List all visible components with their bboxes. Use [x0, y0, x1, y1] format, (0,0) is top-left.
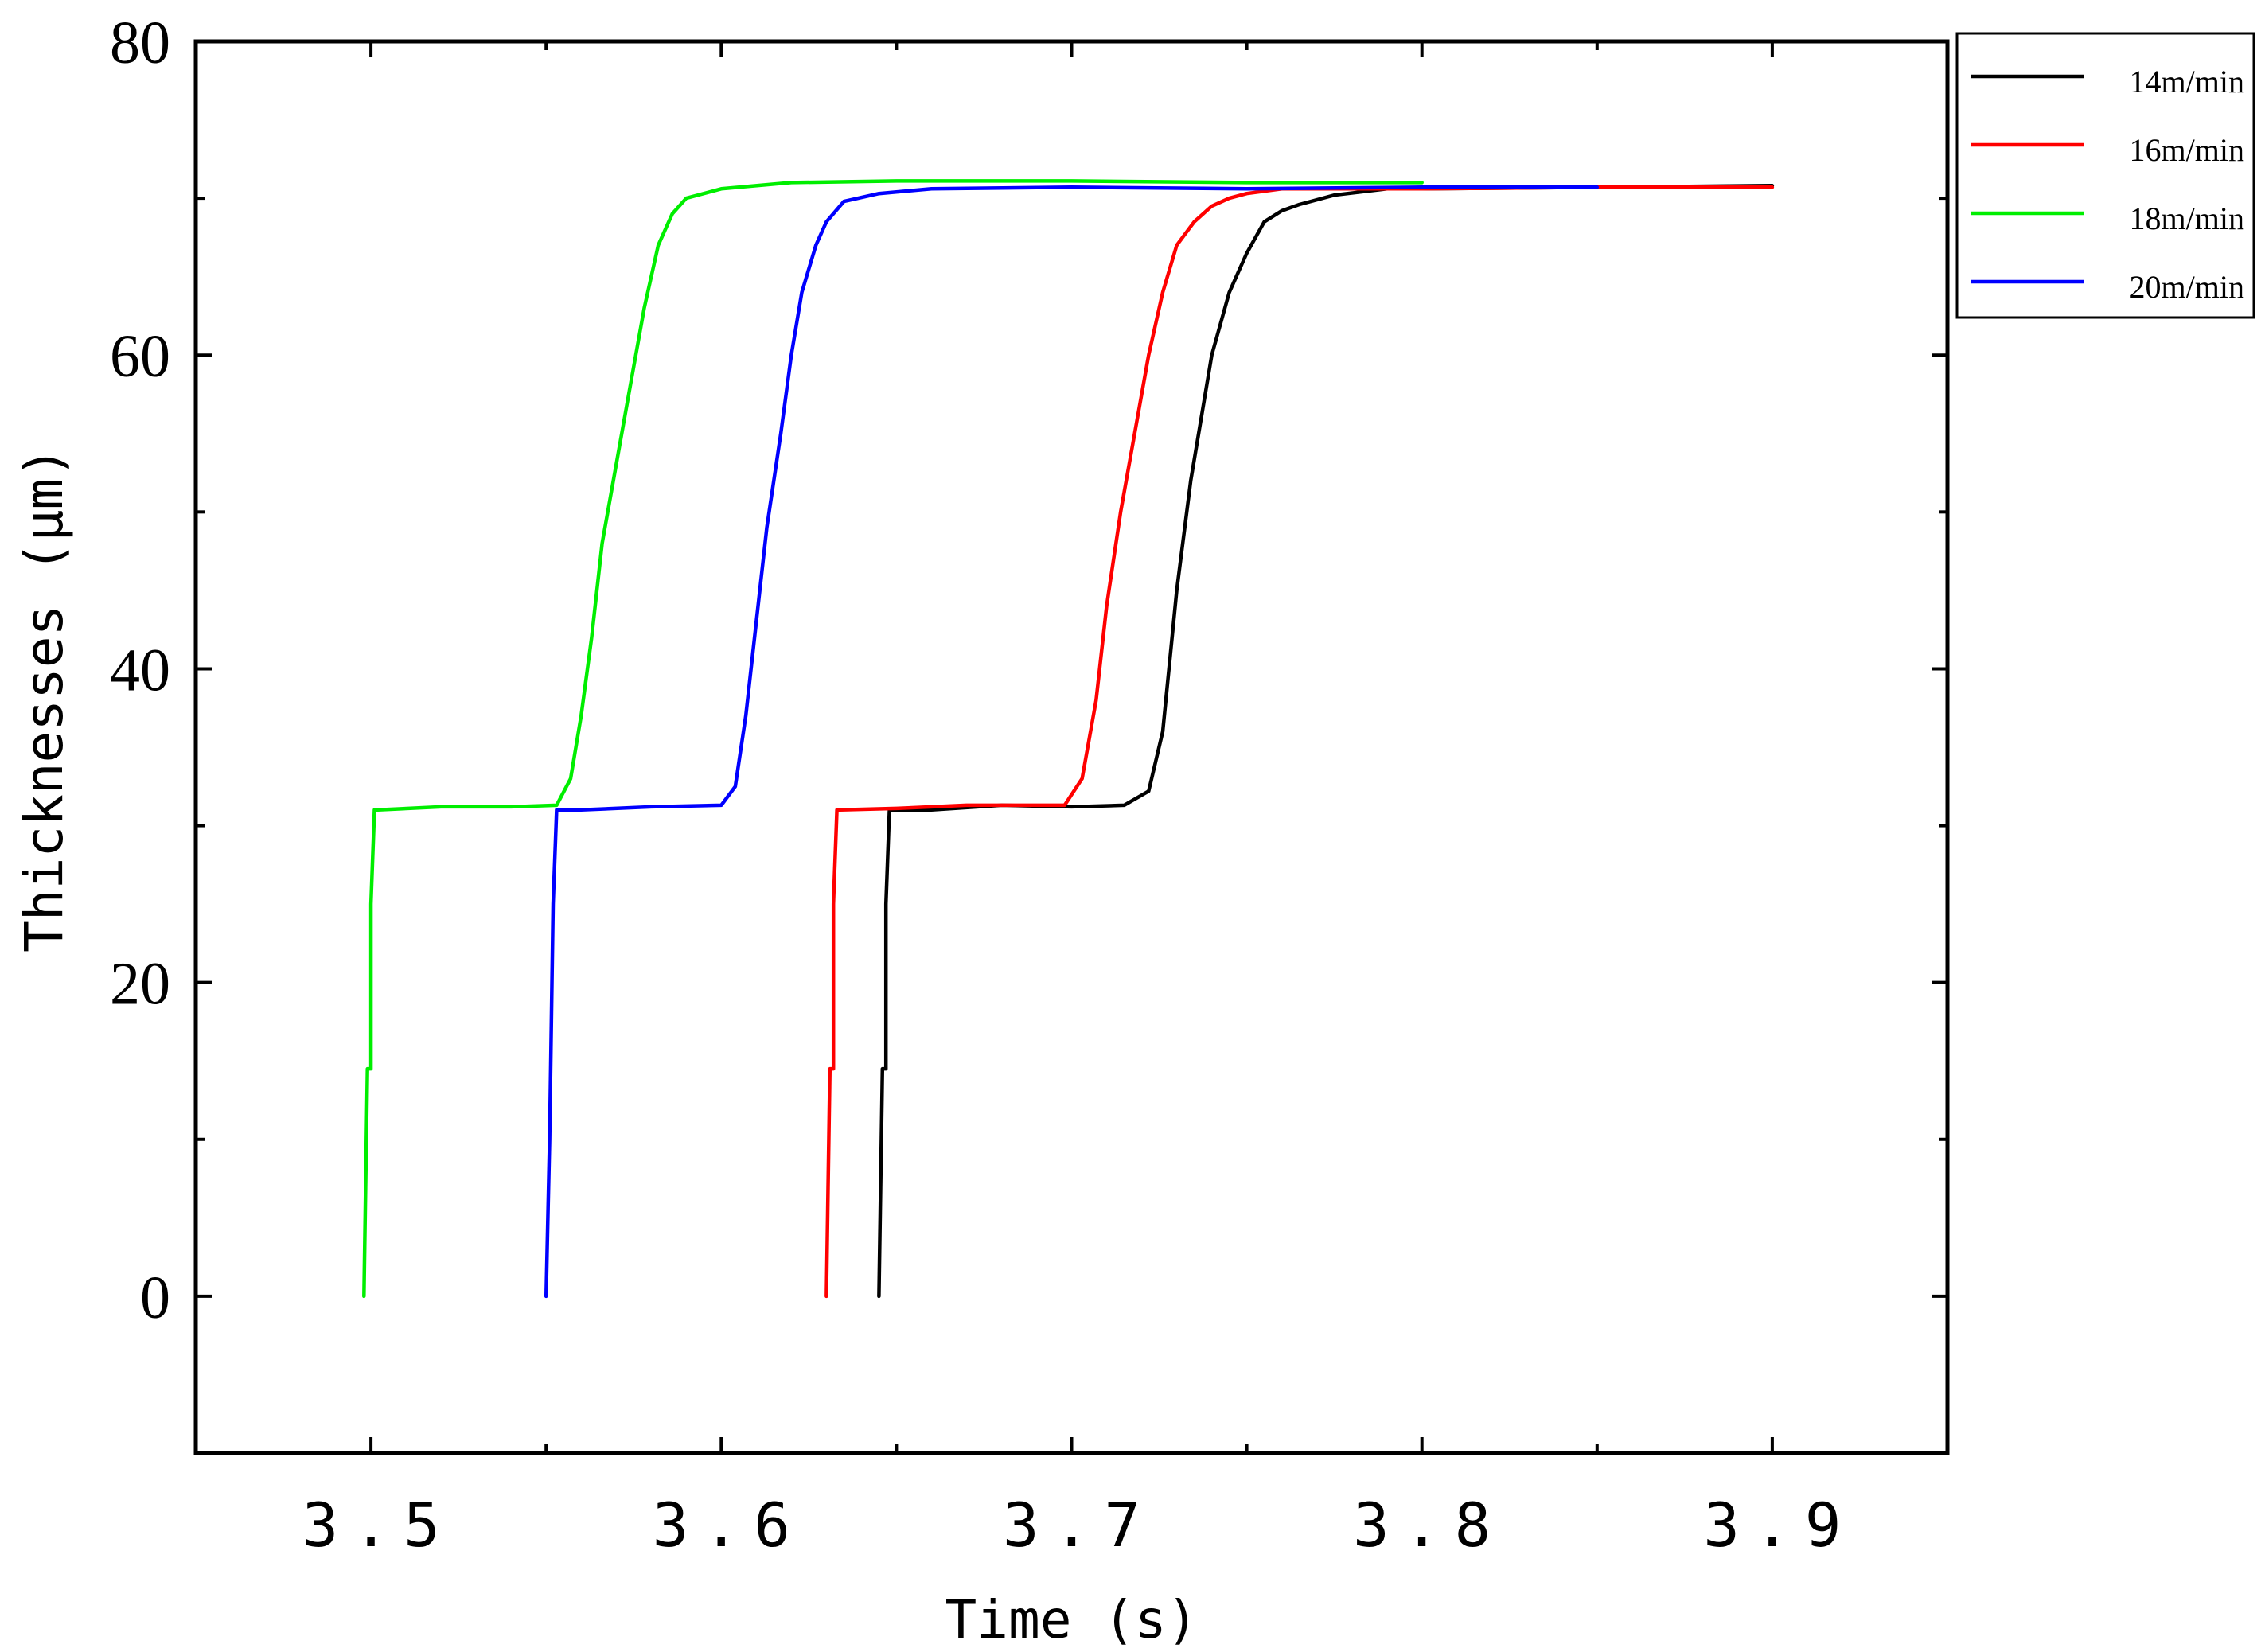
- x-tick-label: 3.6: [653, 1490, 805, 1560]
- legend-box: [1955, 32, 2255, 319]
- x-axis-title: Time (s): [945, 1589, 1199, 1650]
- tick-label-layer: 3.5 3.6 3.7 3.8 3.9 0 20 40 60 80: [110, 10, 1855, 1560]
- series-line-16m-min: [824, 185, 1775, 1299]
- legend: 14m/min 16m/min 18m/min 20m/min: [1955, 32, 2255, 319]
- series-line-20m-min: [544, 185, 1600, 1299]
- y-tick-label: 60: [110, 323, 170, 390]
- y-tick-label: 20: [110, 951, 170, 1018]
- y-tick-label: 0: [140, 1264, 170, 1331]
- legend-label-16m-min: 16m/min: [2130, 132, 2244, 168]
- x-tick-label: 3.5: [302, 1490, 454, 1560]
- legend-label-20m-min: 20m/min: [2130, 269, 2244, 305]
- x-tick-label: 3.8: [1353, 1490, 1505, 1560]
- y-axis-title: Thicknesses (μm): [14, 446, 75, 953]
- x-tick-label: 3.7: [1003, 1490, 1155, 1560]
- y-tick-label: 80: [110, 10, 170, 76]
- legend-label-14m-min: 14m/min: [2130, 64, 2244, 99]
- x-tick-label: 3.9: [1703, 1490, 1855, 1560]
- y-tick-label: 40: [110, 637, 170, 703]
- series-line-18m-min: [362, 179, 1424, 1299]
- legend-label-18m-min: 18m/min: [2130, 201, 2244, 236]
- series-layer: [362, 179, 1775, 1299]
- tick-layer: [194, 40, 1949, 1453]
